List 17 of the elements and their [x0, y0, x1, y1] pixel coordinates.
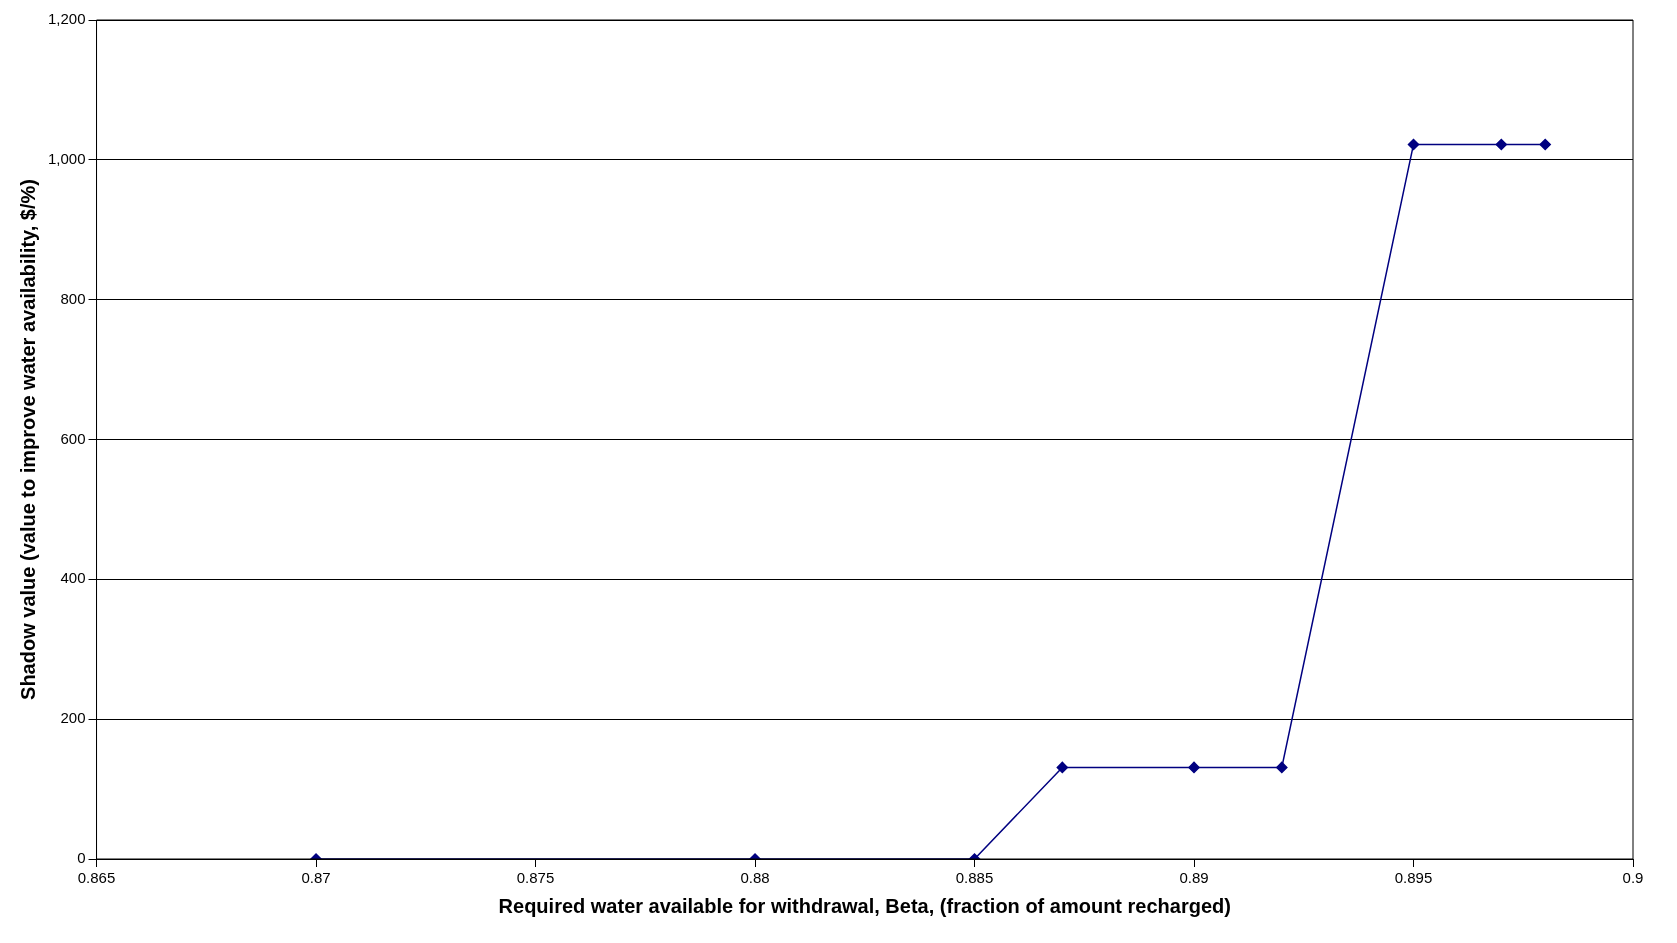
x-tick-label: 0.865 [77, 869, 116, 887]
y-tick-label: 1,200 [47, 10, 86, 28]
x-axis-title: Required water available for withdrawal, Beta, (fraction of amount recharged) [498, 894, 1231, 917]
y-tick-label: 400 [60, 569, 86, 587]
x-tick-label: 0.87 [301, 869, 331, 887]
y-tick-label: 600 [60, 429, 86, 447]
y-tick-label: 1,000 [47, 149, 86, 167]
y-tick-label: 0 [77, 849, 86, 867]
x-tick-label: 0.89 [1179, 869, 1209, 887]
x-tick-label: 0.895 [1394, 869, 1433, 887]
y-tick-label: 200 [60, 709, 86, 727]
x-tick-label: 0.88 [740, 869, 770, 887]
x-tick-label: 0.9 [1622, 869, 1644, 887]
x-tick-label: 0.875 [516, 869, 555, 887]
y-axis-title: Shadow value (value to improve water availability, $/%) [16, 179, 39, 700]
y-tick-label: 800 [60, 289, 86, 307]
x-tick-label: 0.885 [955, 869, 994, 887]
